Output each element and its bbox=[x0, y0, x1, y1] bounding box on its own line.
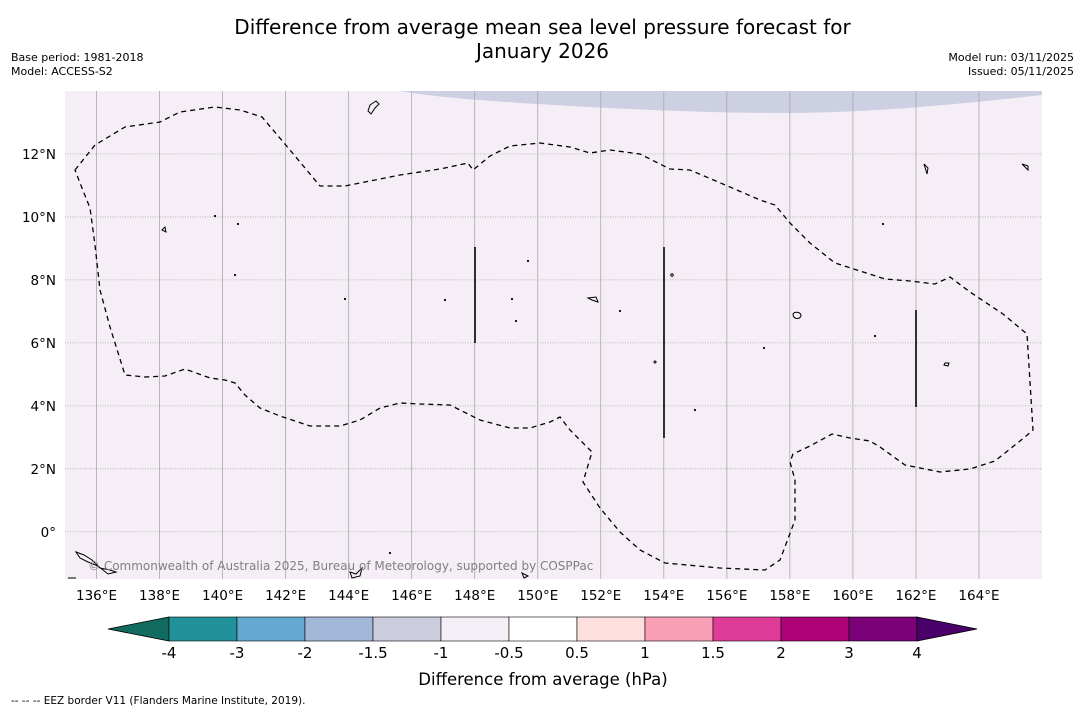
lon-tick-label: 152°E bbox=[580, 588, 621, 604]
base-period-label: Base period: 1981-2018 bbox=[11, 51, 144, 64]
island-pohnpei bbox=[792, 311, 802, 319]
colorbar-tick-label: 2 bbox=[776, 644, 786, 662]
island-small-south bbox=[521, 571, 530, 579]
eez-footnote: -- -- -- EEZ border V11 (Flanders Marine… bbox=[11, 695, 306, 707]
colorbar-tick-label: 0.5 bbox=[565, 644, 589, 662]
colorbar-tick-label: -2 bbox=[298, 644, 313, 662]
colorbar-tick-label: 1 bbox=[640, 644, 650, 662]
island-yap bbox=[161, 225, 167, 233]
pressure-anomaly-region bbox=[400, 91, 1042, 113]
lon-tick-label: 150°E bbox=[517, 588, 558, 604]
copyright-notice: © Commonwealth of Australia 2025, Bureau… bbox=[88, 559, 593, 573]
graticule bbox=[65, 91, 1042, 579]
model-label: Model: ACCESS-S2 bbox=[11, 65, 113, 78]
lon-tick-label: 142°E bbox=[265, 588, 306, 604]
colorbar-bin bbox=[236, 616, 306, 642]
lat-tick-label: 0° bbox=[41, 525, 56, 541]
map-title-line-2: January 2026 bbox=[475, 39, 610, 63]
colorbar-extend-high bbox=[916, 616, 978, 642]
lon-tick-label: 136°E bbox=[76, 588, 117, 604]
lat-tick-label: 8°N bbox=[31, 273, 56, 289]
colorbar-bin bbox=[848, 616, 918, 642]
lat-tick-label: 12°N bbox=[22, 147, 56, 163]
colorbar bbox=[107, 616, 978, 642]
colorbar-bin bbox=[508, 616, 578, 642]
colorbar-tick-label: 3 bbox=[844, 644, 854, 662]
island-ne-atoll bbox=[1021, 163, 1029, 172]
colorbar-tick-label: 1.5 bbox=[701, 644, 725, 662]
lon-tick-label: 156°E bbox=[706, 588, 747, 604]
colorbar-bin bbox=[440, 616, 510, 642]
lon-tick-label: 146°E bbox=[391, 588, 432, 604]
colorbar-bin bbox=[780, 616, 850, 642]
lon-tick-label: 144°E bbox=[328, 588, 369, 604]
lon-tick-label: 162°E bbox=[895, 588, 936, 604]
map-background bbox=[65, 91, 1042, 579]
lon-tick-label: 138°E bbox=[139, 588, 180, 604]
island-kosrae bbox=[943, 362, 950, 367]
lon-tick-label: 148°E bbox=[454, 588, 495, 604]
island-new-ireland bbox=[74, 550, 118, 575]
colorbar-bin bbox=[372, 616, 442, 642]
lon-tick-label: 140°E bbox=[202, 588, 243, 604]
solid-boundaries bbox=[474, 247, 917, 438]
island-enewetak bbox=[923, 163, 929, 175]
lat-tick-label: 6°N bbox=[31, 336, 56, 352]
colorbar-label: Difference from average (hPa) bbox=[418, 670, 667, 689]
model-run-label: Model run: 03/11/2025 bbox=[948, 51, 1074, 64]
colorbar-bin bbox=[644, 616, 714, 642]
lon-tick-label: 160°E bbox=[832, 588, 873, 604]
latitude-tick-labels: 12°N 10°N 8°N 6°N 4°N 2°N 0° bbox=[22, 147, 56, 541]
lat-tick-label: 2°N bbox=[31, 462, 56, 478]
map-title-line-1: Difference from average mean sea level p… bbox=[234, 15, 851, 39]
lat-tick-label: 10°N bbox=[22, 210, 56, 226]
colorbar-tick-label: 4 bbox=[912, 644, 922, 662]
lat-tick-label: 4°N bbox=[31, 399, 56, 415]
eez-borders bbox=[74, 106, 1034, 571]
lon-tick-label: 164°E bbox=[958, 588, 999, 604]
colorbar-tick-label: -3 bbox=[230, 644, 245, 662]
colorbar-extend-low bbox=[107, 616, 170, 642]
colorbar-bin bbox=[304, 616, 374, 642]
longitude-tick-labels: 136°E 138°E 140°E 142°E 144°E 146°E 148°E 150°E… bbox=[76, 588, 1000, 604]
colorbar-bin bbox=[576, 616, 646, 642]
map-panel: © Commonwealth of Australia 2025, Bureau… bbox=[65, 91, 1042, 579]
lon-tick-label: 154°E bbox=[643, 588, 684, 604]
colorbar-tick-label: -0.5 bbox=[494, 644, 523, 662]
island-chuuk bbox=[586, 296, 599, 303]
eez-border-west bbox=[74, 106, 1034, 571]
island-guam bbox=[367, 100, 380, 115]
lon-tick-label: 158°E bbox=[769, 588, 810, 604]
issued-label: Issued: 05/11/2025 bbox=[967, 65, 1074, 78]
colorbar-tick-label: -4 bbox=[162, 644, 177, 662]
colorbar-bin bbox=[168, 616, 238, 642]
colorbar-tick-labels: -4 -3 -2 -1.5 -1 -0.5 0.5 1 1.5 2 3 4 bbox=[162, 644, 922, 662]
islands bbox=[68, 100, 1029, 579]
colorbar-bin bbox=[712, 616, 782, 642]
colorbar-tick-label: -1.5 bbox=[358, 644, 387, 662]
island-bougainville bbox=[349, 566, 363, 579]
colorbar-tick-label: -1 bbox=[434, 644, 449, 662]
